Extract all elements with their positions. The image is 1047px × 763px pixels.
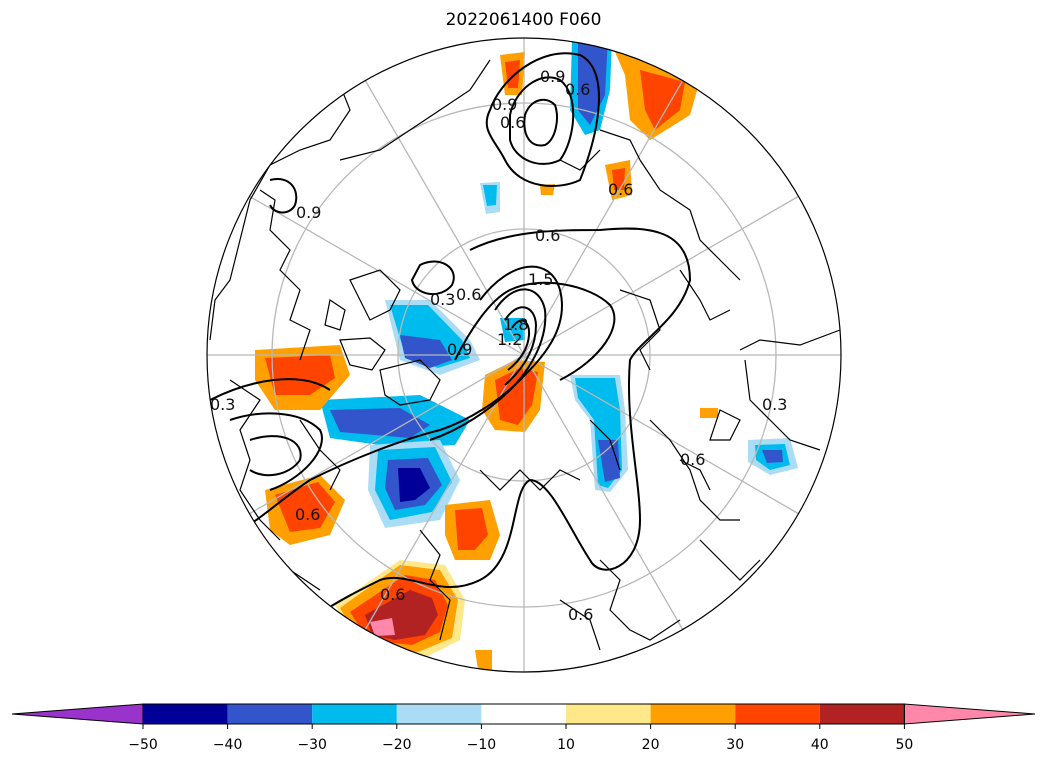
- colorbar-outline: [142, 703, 905, 725]
- contour-label: 1.2: [497, 330, 522, 349]
- colorbar-tick-label: 10: [557, 737, 575, 753]
- contour-label: 0.6: [295, 505, 320, 524]
- contour-label: 1.5: [528, 270, 553, 289]
- contour-label: 0.3: [762, 395, 787, 414]
- colorbar-tick-label: −20: [382, 737, 412, 753]
- colorbar-extend-low: [11, 703, 144, 725]
- contour-label: 0.3: [210, 395, 235, 414]
- colorbar-tick-label: −10: [467, 737, 497, 753]
- contour-label: 0.6: [608, 180, 633, 199]
- contour-label: 0.6: [500, 113, 525, 132]
- contour-label: 0.9: [447, 340, 472, 359]
- colorbar-segment: [396, 704, 482, 724]
- colorbar-segment: [650, 704, 736, 724]
- colorbar-segment: [227, 704, 313, 724]
- colorbar-tick-label: −40: [213, 737, 243, 753]
- colorbar-tick-label: 40: [811, 737, 829, 753]
- contour-label: 1.8: [503, 315, 528, 334]
- contour-label: 0.3: [430, 290, 455, 309]
- contour-label: 0.6: [565, 80, 590, 99]
- contour-label: 0.9: [540, 67, 565, 86]
- map-boundary: [206, 37, 842, 673]
- contour-label: 0.6: [680, 450, 705, 469]
- colorbar-tick-label: −50: [128, 737, 158, 753]
- colorbar-tick-label: 30: [726, 737, 744, 753]
- polar-map: 0.6 0.3 0.6 1.5 1.2 1.8 0.9 0.9 0.6 0.9 …: [206, 37, 842, 673]
- contour-label: 0.6: [535, 226, 560, 245]
- contour-label: 0.6: [380, 585, 405, 604]
- colorbar-tick-label: 50: [895, 737, 913, 753]
- graticule: [207, 38, 841, 672]
- contour-label: 0.6: [456, 285, 481, 304]
- colorbar-segment: [312, 704, 397, 724]
- colorbar-segment: [143, 704, 228, 724]
- colorbar-segment: [819, 704, 905, 724]
- colorbar-segment: [735, 704, 820, 724]
- colorbar-segment: [481, 704, 566, 724]
- colorbar-tick-label: −30: [297, 737, 327, 753]
- contour-label: 0.9: [296, 203, 321, 222]
- colorbar-extend-high: [903, 703, 1036, 725]
- colorbar-tick-label: 20: [642, 737, 660, 753]
- colorbar-segment: [566, 704, 651, 724]
- contour-lines: [209, 52, 692, 661]
- map-title: 2022061400 F060: [445, 10, 602, 30]
- contour-label: 0.6: [568, 605, 593, 624]
- contour-label-group: 0.6 0.3 0.6 1.5 1.2 1.8 0.9 0.9 0.6 0.9 …: [210, 67, 787, 624]
- contour-label: 0.9: [492, 95, 517, 114]
